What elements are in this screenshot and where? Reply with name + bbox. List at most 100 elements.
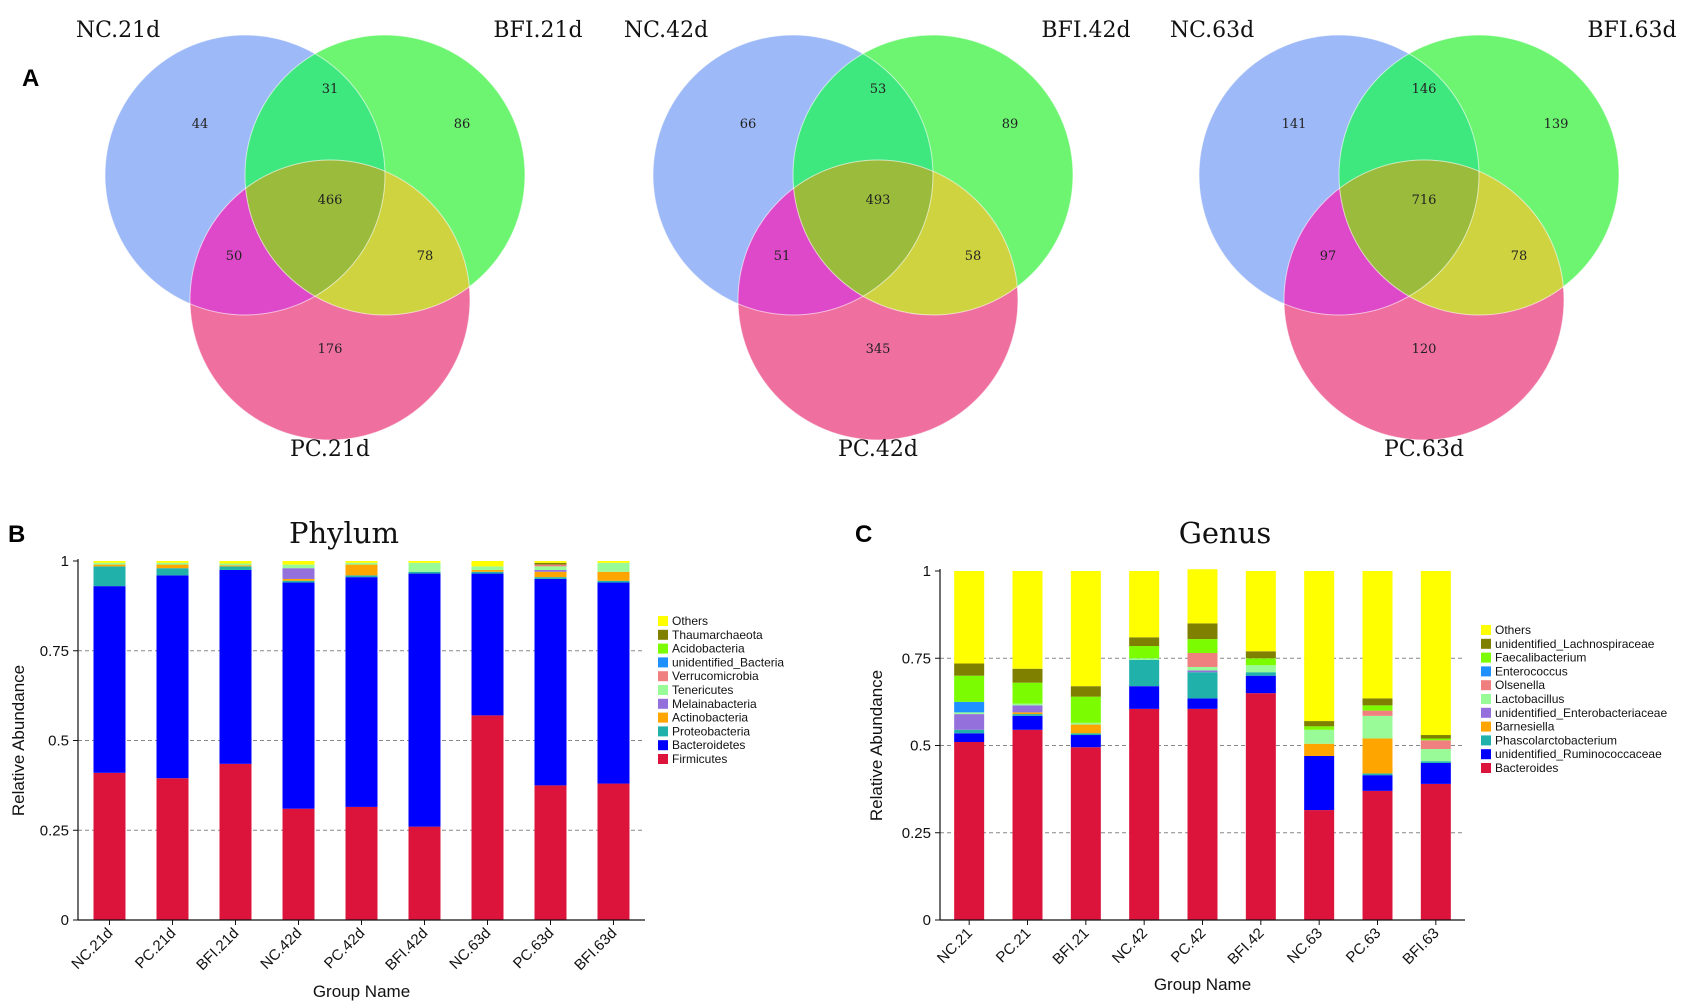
bar-segment-verrucomicrobia [534, 564, 567, 567]
y-tick-label: 1 [61, 553, 69, 570]
x-tick-label: BFI.21 [1049, 925, 1092, 968]
legend-label: unidentified_Lachnospiraceae [1495, 637, 1655, 651]
bar-segment-barnesiella [1304, 743, 1335, 756]
bar-segment-others [1362, 571, 1393, 699]
bar-segment-bacteroidetes [408, 573, 441, 827]
bar-segment-tenericutes [219, 563, 252, 566]
bar-segment-faecalibacterium [1420, 738, 1451, 741]
bar-segment-lactobacillus [1362, 715, 1393, 739]
x-tick-label: BFI.42d [382, 925, 431, 974]
venn-count-bfi-only: 86 [454, 117, 471, 132]
x-tick-label: NC.63 [1284, 925, 1326, 967]
bar-segment-unidentified-enterobacteriaceae [954, 714, 985, 730]
legend-swatch [658, 671, 668, 682]
bar-segment-unidentified-lachnospiraceae [1129, 637, 1160, 647]
bar-segment-bacteroides [954, 742, 985, 920]
bar-segment-proteobacteria [219, 566, 252, 570]
legend-swatch [658, 740, 668, 751]
panel-label-a: A [22, 65, 39, 92]
y-tick-label: 0.5 [910, 738, 931, 755]
bar-segment-unidentified-lachnospiraceae [1187, 623, 1218, 640]
x-tick-label: PC.21 [993, 925, 1035, 967]
y-tick-label: 0.75 [902, 650, 931, 667]
venn-count-bfi-only: 89 [1002, 117, 1019, 132]
legend-swatch [1481, 666, 1491, 677]
bar-segment-phascolarctobacterium [1362, 773, 1393, 776]
x-tick-label: NC.21d [68, 925, 116, 973]
venn-count-pc-only: 176 [318, 342, 343, 357]
x-tick-label: PC.42d [321, 925, 368, 972]
bar-segment-unidentified-ruminococcaceae [1187, 698, 1218, 709]
bar-segment-bacteroides [1245, 693, 1276, 920]
bar-segment-tenericutes [282, 564, 315, 569]
bar-segment-firmicutes [408, 826, 441, 920]
legend-label: Bacteroidetes [672, 738, 745, 752]
bar-segment-faecalibacterium [1304, 726, 1335, 730]
venn-count-pc-only: 345 [866, 342, 891, 357]
bar-segment-bacteroidetes [282, 582, 315, 809]
venn-label-pc: PC.63d [1384, 437, 1464, 462]
bar-segment-others [1070, 571, 1101, 687]
legend-label: Enterococcus [1495, 664, 1568, 678]
venn-label-nc: NC.42d [624, 18, 708, 43]
bar-segment-bacteroidetes [471, 573, 504, 716]
bar-segment-firmicutes [219, 763, 252, 920]
x-axis-label: Group Name [313, 982, 410, 1001]
venn-count-nc-only: 141 [1282, 117, 1307, 132]
bar-segment-bacteroides [1420, 783, 1451, 920]
bar-segment-others [534, 561, 567, 563]
bar-segment-barnesiella [1362, 738, 1393, 774]
x-tick-label: BFI.63d [571, 925, 620, 974]
bar-segment-bacteroidetes [156, 575, 189, 779]
bar-segment-unidentified-ruminococcaceae [1070, 735, 1101, 748]
legend-swatch [1481, 735, 1491, 746]
legend-label: unidentified_Ruminococcaceae [1495, 747, 1662, 761]
legend-swatch [1481, 680, 1491, 691]
bar-segment-bacteroidetes [219, 569, 252, 764]
venn-count-nc-only: 44 [192, 117, 209, 132]
legend-label: unidentified_Bacteria [672, 655, 784, 669]
bar-segment-bacteroidetes [93, 586, 126, 773]
venn-diagram-21d: 44 31 86 466 50 78 176 NC.21d BFI.21d PC.21d [76, 18, 583, 462]
bar-segment-firmicutes [156, 778, 189, 920]
y-axis-label: Relative Abundance [867, 670, 886, 821]
legend-swatch [658, 754, 668, 764]
venn-count-pc-only: 120 [1412, 342, 1437, 357]
bar-segment-proteobacteria [408, 571, 441, 574]
bar-segment-melainabacteria [282, 568, 315, 579]
legend-swatch [658, 643, 668, 654]
x-tick-label: NC.42 [1109, 925, 1151, 967]
legend-swatch [1481, 638, 1491, 649]
x-tick-label: BFI.63 [1399, 925, 1442, 968]
bar-segment-unidentified-enterobacteriaceae [1012, 705, 1043, 713]
bar-segment-barnesiella [1012, 712, 1043, 715]
x-tick-label: NC.21 [934, 925, 976, 967]
venn-count-bfi-only: 139 [1544, 117, 1569, 132]
bar-segment-unidentified-enterobacteriaceae [1187, 670, 1218, 673]
bar-segment-unidentified-lachnospiraceae [1012, 668, 1043, 683]
bar-segment-faecalibacterium [954, 675, 985, 702]
legend-swatch [1481, 707, 1491, 718]
bar-segment-tenericutes [597, 562, 630, 572]
bar-segment-others [1012, 571, 1043, 669]
bar-segment-actinobacteria [219, 565, 252, 567]
bar-segment-tenericutes [93, 562, 126, 565]
legend: Othersunidentified_LachnospiraceaeFaecal… [1481, 623, 1667, 775]
bar-segment-bacteroidetes [345, 577, 378, 807]
bar-segment-phascolarctobacterium [1129, 659, 1160, 687]
bar-segment-enterococcus [954, 701, 985, 713]
bar-segment-unidentified-ruminococcaceae [1304, 755, 1335, 811]
legend-swatch [1481, 749, 1491, 760]
bar-segment-phascolarctobacterium [1420, 761, 1451, 763]
legend-label: Faecalibacterium [1495, 651, 1586, 665]
legend-swatch [658, 685, 668, 695]
x-tick-label: PC.63 [1343, 925, 1385, 967]
x-tick-label: PC.63d [510, 925, 557, 972]
venn-label-pc: PC.42d [838, 437, 918, 462]
bar-segment-faecalibacterium [1362, 705, 1393, 711]
legend-label: Others [1495, 623, 1531, 637]
bar-segment-others [471, 561, 504, 567]
venn-count-nc-bfi: 53 [870, 82, 887, 97]
legend-label: Barnesiella [1495, 720, 1555, 734]
legend-swatch [1481, 721, 1491, 732]
